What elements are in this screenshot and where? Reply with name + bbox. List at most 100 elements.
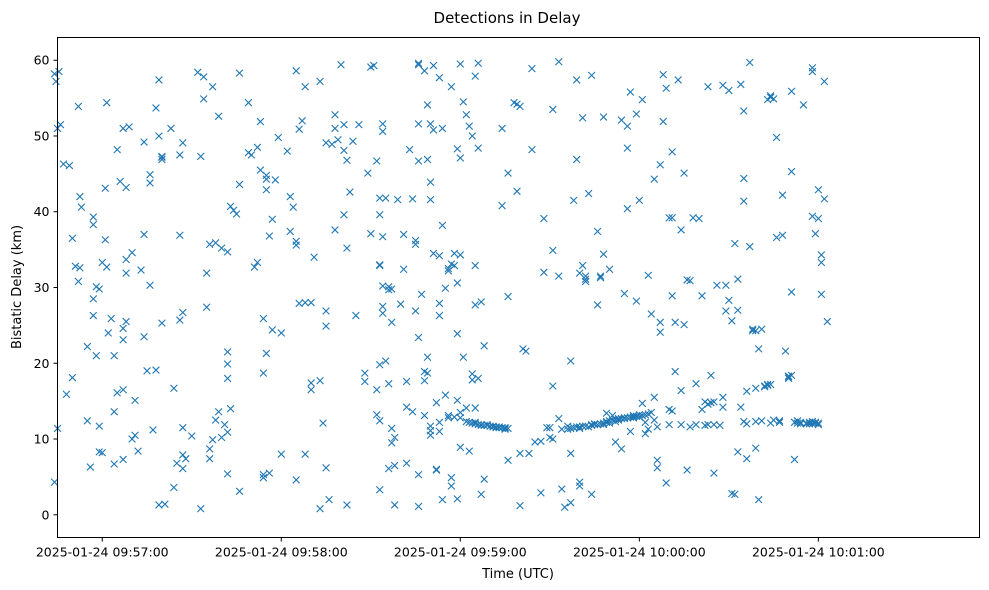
data-point (596, 272, 605, 280)
data-point (107, 314, 115, 323)
data-point (95, 285, 104, 293)
data-point (447, 82, 456, 91)
data-point (787, 87, 796, 96)
data-point (477, 298, 485, 306)
data-point (331, 226, 339, 234)
data-point (364, 169, 372, 177)
data-point (268, 326, 277, 334)
y-tick-label: 30 (34, 280, 50, 295)
data-point (143, 367, 151, 375)
data-point (593, 420, 602, 429)
data-point (316, 504, 324, 513)
data-point (405, 145, 414, 154)
data-point (587, 490, 596, 499)
data-point (322, 322, 330, 330)
data-point (390, 461, 399, 470)
data-point (128, 248, 136, 257)
chart-title: Detections in Delay (434, 9, 581, 27)
data-point (465, 447, 474, 455)
data-point (76, 264, 84, 272)
data-point (199, 95, 208, 103)
data-point (596, 273, 605, 282)
data-point (563, 425, 572, 433)
data-point (158, 319, 166, 327)
y-tick-label: 10 (34, 432, 50, 447)
data-point (387, 424, 396, 433)
data-point (554, 414, 563, 423)
data-point (680, 169, 688, 177)
data-point (435, 251, 444, 260)
data-point (462, 110, 471, 119)
data-point (113, 389, 121, 397)
data-point (286, 192, 295, 201)
data-point (778, 191, 787, 199)
data-point (262, 185, 271, 194)
plot-frame (57, 37, 980, 538)
x-tick-label: 2025-01-24 09:59:00 (394, 545, 527, 560)
data-point (116, 177, 124, 186)
data-point (89, 295, 98, 303)
data-point (202, 269, 211, 277)
data-point (692, 420, 700, 429)
data-point (456, 443, 465, 452)
data-point (444, 411, 453, 420)
data-point (540, 268, 548, 277)
data-point (343, 501, 351, 509)
data-point (587, 71, 596, 80)
data-point (223, 374, 232, 383)
data-point (560, 503, 569, 511)
data-point (537, 437, 545, 446)
data-point (599, 250, 608, 258)
data-point (737, 80, 745, 89)
data-point (641, 410, 650, 419)
data-point (146, 170, 154, 179)
data-point (653, 423, 662, 431)
data-point (710, 469, 718, 477)
data-point (719, 393, 727, 402)
data-point (453, 279, 462, 287)
data-point (575, 478, 584, 486)
data-point (149, 426, 157, 434)
data-point (739, 107, 748, 115)
data-point (137, 266, 145, 274)
data-point (686, 423, 694, 431)
data-point (468, 370, 477, 378)
data-point (462, 404, 471, 412)
data-point (283, 147, 292, 155)
data-point (375, 194, 384, 202)
data-point (471, 72, 480, 80)
data-point (95, 422, 104, 430)
data-point (414, 60, 423, 69)
data-point (420, 411, 429, 420)
data-point (707, 398, 715, 407)
data-point (638, 411, 647, 420)
data-point (578, 114, 587, 122)
data-point (83, 417, 92, 425)
data-point (748, 326, 757, 335)
data-point (122, 255, 130, 264)
data-point (623, 122, 632, 130)
data-point (459, 353, 468, 361)
data-point (513, 187, 521, 196)
data-point (456, 414, 465, 422)
data-point (146, 179, 154, 187)
data-point (769, 95, 778, 103)
data-point (450, 249, 459, 258)
data-point (468, 376, 477, 384)
data-point (504, 292, 512, 301)
data-point (378, 302, 387, 311)
data-point (59, 160, 68, 168)
data-point (626, 427, 635, 436)
data-point (220, 420, 229, 429)
data-point (742, 387, 751, 396)
data-point (102, 263, 111, 271)
data-point (638, 95, 647, 104)
data-point (214, 407, 223, 416)
data-point (295, 125, 303, 133)
data-point (683, 466, 691, 474)
data-point (110, 407, 118, 416)
data-point (122, 183, 130, 192)
data-point (453, 495, 462, 503)
data-point (450, 261, 459, 270)
data-point (647, 310, 656, 318)
